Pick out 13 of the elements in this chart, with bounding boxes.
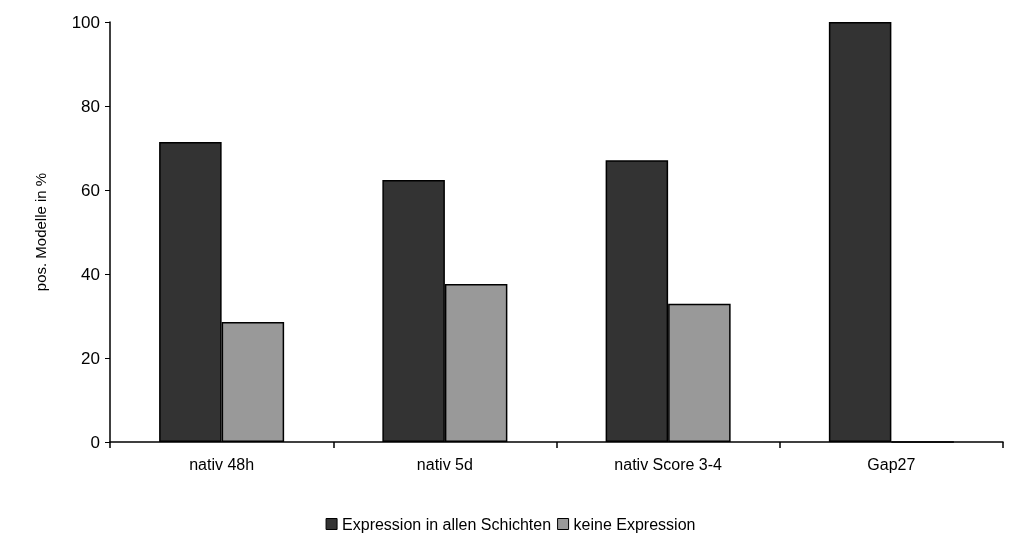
x-tick-label: nativ Score 3-4: [614, 455, 723, 473]
y-tick-label: 40: [81, 264, 100, 284]
y-tick-label: 60: [81, 180, 100, 200]
y-tick-label: 20: [81, 348, 100, 368]
legend-label: Expression in allen Schichten: [342, 515, 552, 533]
y-tick-label: 80: [81, 96, 100, 116]
y-axis-title: pos. Modelle in %: [32, 172, 49, 292]
x-tick-label: Gap27: [867, 455, 916, 473]
y-tick-label: 0: [90, 432, 100, 452]
x-tick-label: nativ 5d: [416, 455, 473, 473]
x-tick-label: nativ 48h: [189, 455, 255, 473]
legend-label: keine Expression: [573, 515, 696, 533]
y-tick-label: 100: [71, 12, 100, 32]
